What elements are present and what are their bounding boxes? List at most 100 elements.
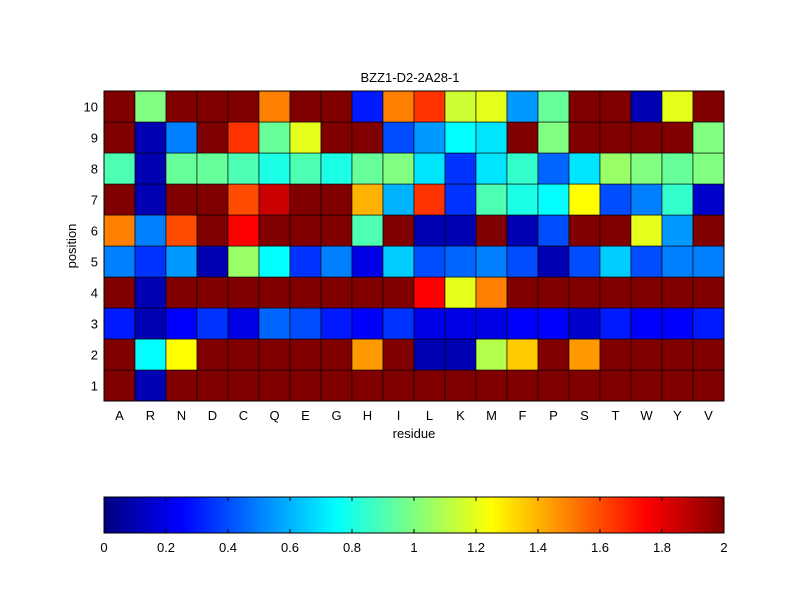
heatmap-cell [382,245,415,278]
heatmap-cell [599,245,632,278]
plot-frame [103,90,725,402]
heatmap-cell [103,214,136,247]
colorbar-tick-label: 2 [720,540,727,555]
heatmap-cell [661,214,694,247]
heatmap-cell [692,369,725,402]
heatmap-cell [568,121,601,154]
heatmap-cell [227,307,260,340]
heatmap-cell [351,90,384,123]
heatmap-cell [537,245,570,278]
heatmap-cell [196,121,229,154]
heatmap-cell [258,369,291,402]
heatmap-cell [134,245,167,278]
x-tick-label: R [146,408,155,423]
heatmap-cell [227,369,260,402]
heatmap-cell [134,276,167,309]
heatmap-cell [258,338,291,371]
heatmap-cell [413,90,446,123]
heatmap-cell [568,338,601,371]
heatmap-cell [227,152,260,185]
heatmap-cell [630,276,663,309]
heatmap-cell [444,90,477,123]
heatmap-cell [413,183,446,216]
heatmap-cell [134,214,167,247]
heatmap-cell [413,276,446,309]
x-tick-label: N [177,408,186,423]
colorbar-tick-label: 0.4 [219,540,237,555]
heatmap-cell [630,214,663,247]
x-tick-label: D [208,408,217,423]
heatmap-cells [103,90,725,402]
chart-title: BZZ1-D2-2A28-1 [361,70,460,85]
heatmap-cell [413,121,446,154]
x-tick-label: L [426,408,433,423]
heatmap-cell [165,214,198,247]
heatmap-cell [103,152,136,185]
heatmap-cell [568,152,601,185]
heatmap-cell [661,245,694,278]
heatmap-cell [506,307,539,340]
heatmap-cell [320,214,353,247]
heatmap-cell [444,338,477,371]
heatmap-cell [630,245,663,278]
heatmap-cell [444,369,477,402]
heatmap-cell [103,276,136,309]
heatmap-cell [475,369,508,402]
x-tick-label: W [640,408,653,423]
heatmap-cell [382,369,415,402]
heatmap-cell [103,121,136,154]
heatmap-cell [289,214,322,247]
heatmap-cell [444,307,477,340]
heatmap-cell [382,214,415,247]
heatmap-cell [320,152,353,185]
heatmap-cell [103,369,136,402]
heatmap-cell [320,369,353,402]
heatmap-cell [568,369,601,402]
heatmap-cell [165,245,198,278]
heatmap-cell [506,214,539,247]
y-tick-label: 7 [91,193,98,208]
heatmap-cell [289,338,322,371]
heatmap-cell [320,90,353,123]
heatmap-cell [196,152,229,185]
heatmap-cell [320,338,353,371]
colorbar-tick-labels: 0 0.2 0.4 0.6 0.8 1 1.2 1.4 1.6 1.8 2 [100,497,728,555]
heatmap-cell [351,152,384,185]
heatmap-cell [382,90,415,123]
heatmap-cell [382,183,415,216]
heatmap-cell [444,276,477,309]
heatmap-cell [661,338,694,371]
heatmap-cell [444,214,477,247]
y-tick-label: 1 [91,379,98,394]
heatmap-cell [537,307,570,340]
heatmap-cell [599,90,632,123]
heatmap-cell [165,369,198,402]
y-tick-label: 6 [91,224,98,239]
heatmap-cell [103,338,136,371]
heatmap-cell [413,369,446,402]
heatmap-cell [351,369,384,402]
heatmap-cell [413,214,446,247]
heatmap-cell [103,307,136,340]
y-tick-label: 3 [91,317,98,332]
colorbar-tick-label: 1.4 [529,540,547,555]
heatmap-cell [382,152,415,185]
heatmap-cell [537,121,570,154]
heatmap-cell [537,90,570,123]
y-tick-label: 10 [84,100,98,115]
heatmap-cell [599,214,632,247]
heatmap-cell [320,307,353,340]
heatmap-cell [320,121,353,154]
x-tick-label: G [331,408,341,423]
heatmap-cell [103,183,136,216]
heatmap-cell [630,369,663,402]
heatmap-cell [568,307,601,340]
y-tick-label: 9 [91,131,98,146]
heatmap-cell [289,152,322,185]
heatmap-cell [165,90,198,123]
heatmap-cell [661,369,694,402]
heatmap-cell [289,121,322,154]
heatmap-cell [599,121,632,154]
heatmap-cell [444,183,477,216]
